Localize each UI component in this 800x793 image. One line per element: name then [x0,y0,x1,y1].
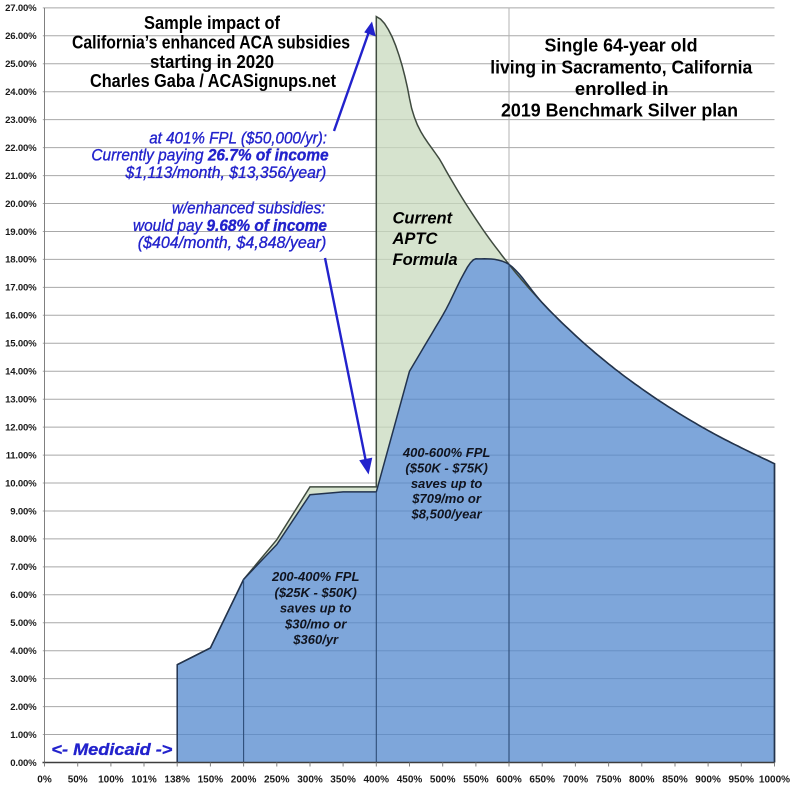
svg-text:21.00%: 21.00% [5,171,37,182]
svg-text:($404/month, $4,848/year): ($404/month, $4,848/year) [138,233,326,252]
svg-text:18.00%: 18.00% [5,255,37,266]
svg-text:1000%: 1000% [759,774,790,785]
svg-text:7.00%: 7.00% [10,562,37,573]
svg-text:would pay 9.68% of income: would pay 9.68% of income [133,216,327,235]
svg-text:22.00%: 22.00% [5,143,37,154]
svg-text:APTC: APTC [392,230,439,248]
svg-text:250%: 250% [264,774,290,785]
svg-text:2.00%: 2.00% [10,702,37,713]
svg-text:950%: 950% [729,774,755,785]
svg-text:16.00%: 16.00% [5,311,37,322]
svg-text:27.00%: 27.00% [5,3,37,14]
svg-text:150%: 150% [198,774,224,785]
svg-text:1.00%: 1.00% [10,730,37,741]
svg-text:8.00%: 8.00% [10,534,37,545]
svg-text:saves up to: saves up to [280,601,352,616]
svg-text:19.00%: 19.00% [5,227,37,238]
svg-text:550%: 550% [463,774,489,785]
svg-text:Formula: Formula [393,251,458,269]
svg-text:700%: 700% [563,774,589,785]
svg-text:Single 64-year old: Single 64-year old [545,36,698,56]
svg-text:$360/yr: $360/yr [292,632,339,647]
svg-text:400%: 400% [364,774,390,785]
svg-text:at 401% FPL ($50,000/yr):: at 401% FPL ($50,000/yr): [149,128,327,147]
svg-text:$709/mo or: $709/mo or [411,491,482,506]
svg-text:living in Sacramento, Californ: living in Sacramento, California [490,57,753,77]
svg-text:12.00%: 12.00% [5,422,37,433]
svg-text:24.00%: 24.00% [5,87,37,98]
svg-text:500%: 500% [430,774,456,785]
svg-text:saves up to: saves up to [411,476,483,491]
svg-text:5.00%: 5.00% [10,618,37,629]
svg-text:200%: 200% [231,774,257,785]
svg-text:enrolled in: enrolled in [575,79,669,99]
svg-text:850%: 850% [662,774,688,785]
svg-text:3.00%: 3.00% [10,674,37,685]
svg-text:starting in 2020: starting in 2020 [150,52,274,72]
svg-text:26.00%: 26.00% [5,31,37,42]
svg-text:9.00%: 9.00% [10,506,37,517]
svg-text:Sample impact of: Sample impact of [144,13,281,33]
svg-text:10.00%: 10.00% [5,478,37,489]
svg-text:101%: 101% [131,774,157,785]
svg-text:$30/mo or: $30/mo or [284,616,347,631]
svg-text:800%: 800% [629,774,655,785]
svg-text:15.00%: 15.00% [5,339,37,350]
svg-text:14.00%: 14.00% [5,367,37,378]
svg-text:Charles Gaba / ACASignups.net: Charles Gaba / ACASignups.net [90,71,336,91]
svg-text:13.00%: 13.00% [5,395,37,406]
svg-text:6.00%: 6.00% [10,590,37,601]
svg-text:20.00%: 20.00% [5,199,37,210]
svg-text:California’s enhanced ACA subs: California’s enhanced ACA subsidies [72,33,350,53]
svg-text:Currently paying 26.7% of inco: Currently paying 26.7% of income [91,146,328,165]
svg-text:($25K - $50K): ($25K - $50K) [275,585,357,600]
svg-text:($50K - $75K): ($50K - $75K) [405,460,487,475]
svg-text:$1,113/month, $13,356/year): $1,113/month, $13,356/year) [125,163,327,182]
svg-text:<- Medicaid ->: <- Medicaid -> [51,740,172,759]
svg-text:11.00%: 11.00% [6,450,37,461]
svg-text:17.00%: 17.00% [5,283,37,294]
svg-text:100%: 100% [98,774,124,785]
svg-text:$8,500/year: $8,500/year [411,507,483,522]
svg-text:300%: 300% [297,774,323,785]
svg-text:138%: 138% [164,774,190,785]
svg-text:50%: 50% [68,774,88,785]
svg-text:25.00%: 25.00% [5,59,37,70]
svg-text:w/enhanced subsidies:: w/enhanced subsidies: [172,199,326,218]
svg-text:900%: 900% [695,774,721,785]
svg-text:23.00%: 23.00% [5,115,37,126]
svg-text:200-400% FPL: 200-400% FPL [271,569,359,584]
svg-text:2019 Benchmark Silver plan: 2019 Benchmark Silver plan [501,100,738,120]
svg-text:0.00%: 0.00% [10,758,37,769]
svg-text:450%: 450% [397,774,423,785]
svg-text:4.00%: 4.00% [10,646,37,657]
svg-text:400-600% FPL: 400-600% FPL [402,445,490,460]
svg-text:Current: Current [393,209,454,227]
svg-text:350%: 350% [330,774,356,785]
svg-text:600%: 600% [496,774,522,785]
svg-text:650%: 650% [529,774,555,785]
svg-text:0%: 0% [37,774,52,785]
svg-text:750%: 750% [596,774,622,785]
